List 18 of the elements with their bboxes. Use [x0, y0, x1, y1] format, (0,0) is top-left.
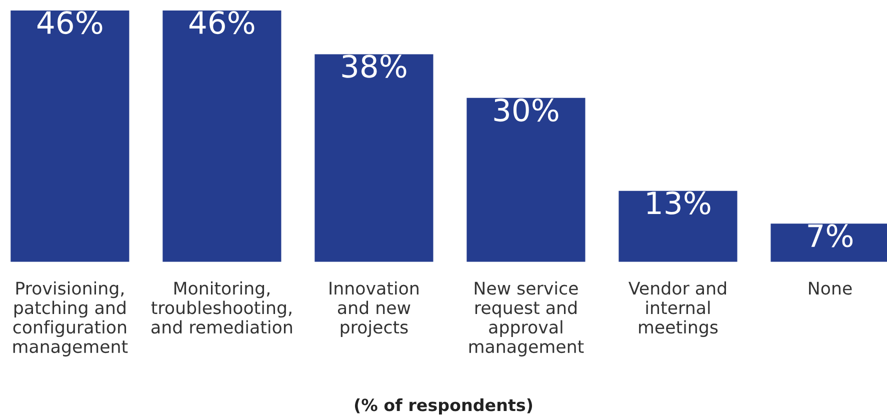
data-label: 46%: [37, 11, 102, 34]
data-label: 38%: [342, 54, 406, 78]
data-label: 30%: [494, 98, 558, 122]
bar: [10, 10, 130, 262]
x-axis-title: (% of respondents): [354, 398, 532, 414]
bar: [618, 190, 738, 262]
x-tick-label: Innovation and new projects: [330, 281, 418, 338]
x-tick-label: Vendor and internal meetings: [628, 281, 726, 338]
x-tick-label: Monitoring, troubleshooting, and remediation: [151, 281, 292, 334]
data-label: 13%: [647, 191, 710, 214]
bar: [162, 10, 282, 262]
x-tick-label: None: [809, 282, 852, 295]
x-tick-label: New service request and approval management: [469, 281, 584, 356]
bar: [314, 54, 434, 262]
data-label: 7%: [808, 224, 853, 248]
x-tick-label: Provisioning, patching and configuration management: [13, 281, 128, 356]
data-label: 46%: [189, 11, 254, 34]
bar: [466, 98, 586, 262]
